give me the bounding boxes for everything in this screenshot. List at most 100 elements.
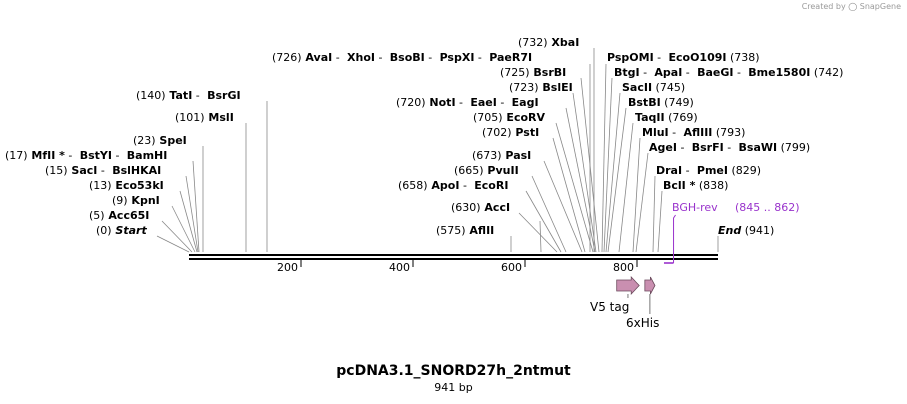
site-label-pasi: (673) PasI (472, 149, 531, 162)
enzyme-name: TatI (166, 89, 193, 102)
site-position: (17) (5, 149, 28, 162)
site-position: (723) (509, 81, 539, 94)
site-label-acc65i: (5) Acc65I (89, 209, 149, 222)
site-position: (15) (45, 164, 68, 177)
feature-track: V5 tag 6xHis (590, 275, 659, 330)
backbone-strand-top (189, 254, 718, 256)
site-label-noti: (720) NotI - EaeI - EagI (396, 96, 539, 109)
enzyme-name: Eco53kI (112, 179, 164, 192)
enzyme-name: EcoRI (470, 179, 508, 192)
primer-leader-line (673, 214, 676, 263)
leader-line (603, 77, 613, 253)
enzyme-name: PvuII (484, 164, 519, 177)
site-position: (673) (472, 149, 502, 162)
site-position: (838) (695, 179, 728, 192)
site-label-xbai: (732) XbaI (518, 36, 579, 49)
site-label-pspomi: PspOMI - EcoO109I (738) (607, 51, 760, 64)
site-label-kpni: (9) KpnI (112, 194, 160, 207)
site-label-pvuii: (665) PvuII (454, 164, 519, 177)
site-position: (738) (726, 51, 759, 64)
site-position: (941) (741, 224, 774, 237)
leader-line (657, 190, 663, 253)
tick-label-200: 200 (277, 261, 298, 274)
site-label-bsrbi: (725) BsrBI (500, 66, 566, 79)
site-label-ecorv: (705) EcoRV (473, 111, 545, 124)
enzyme-name: SpeI (156, 134, 187, 147)
leader-line (185, 175, 199, 253)
enzyme-name: BaeGI (693, 66, 733, 79)
site-label-drai: DraI - PmeI (829) (656, 164, 761, 177)
plasmid-name: pcDNA3.1_SNORD27h_2ntmut (336, 363, 571, 379)
enzyme-name: AccI (481, 201, 510, 214)
label-separator: - (425, 51, 436, 64)
plasmid-length: 941 bp (434, 381, 473, 394)
site-label-bslei: (723) BslEI (509, 81, 573, 94)
site-position: (742) (810, 66, 843, 79)
site-position: (726) (272, 51, 302, 64)
feature-label-v5-tag: V5 tag (590, 300, 629, 314)
enzyme-name: XhoI (343, 51, 375, 64)
primer-name: BGH-rev (672, 201, 718, 214)
site-position: (749) (661, 96, 694, 109)
label-separator: - (474, 51, 485, 64)
enzyme-name: SacII (622, 81, 652, 94)
leader-line (632, 137, 641, 253)
backbone-strand-bottom (189, 258, 718, 260)
leader-line (156, 235, 190, 253)
site-label-bcli: BclI * (838) (663, 179, 728, 192)
site-position: (799) (777, 141, 810, 154)
site-position: (705) (473, 111, 503, 124)
label-separator: - (332, 51, 343, 64)
site-position: (725) (500, 66, 530, 79)
feature-6xhis-arrow[interactable] (644, 276, 656, 295)
site-label-start: (0) Start (96, 224, 147, 237)
site-label-spei: (23) SpeI (133, 134, 187, 147)
label-separator: - (456, 96, 467, 109)
leader-line (555, 122, 594, 253)
site-position: (0) (96, 224, 112, 237)
site-position: (732) (518, 36, 548, 49)
enzyme-name: PstI (512, 126, 540, 139)
site-label-eco53ki: (13) Eco53kI (89, 179, 164, 192)
label-separator: - (682, 66, 693, 79)
leader-line (192, 160, 200, 253)
leader-line (552, 137, 586, 253)
label-separator: - (677, 141, 688, 154)
credit-brand: SnapGene (859, 2, 901, 11)
enzyme-name: MslI (205, 111, 234, 124)
enzyme-name: BslHKAI (108, 164, 161, 177)
enzyme-name: BsrFI (688, 141, 724, 154)
site-position: (101) (175, 111, 205, 124)
enzyme-name: NotI (426, 96, 456, 109)
label-separator: - (682, 164, 693, 177)
enzyme-name: BsrGI (203, 89, 240, 102)
sequence-end-label: End (718, 224, 741, 237)
leader-line (618, 122, 634, 253)
label-separator: - (640, 66, 651, 79)
tick-label-400: 400 (389, 261, 410, 274)
credit-prefix: Created by (801, 2, 846, 11)
leader-line (607, 107, 627, 253)
leader-line (171, 205, 196, 253)
enzyme-name: KpnI (128, 194, 160, 207)
primer-bgh-rev[interactable]: BGH-rev (845 .. 862) (663, 201, 800, 264)
site-position: (702) (482, 126, 512, 139)
enzyme-name: AflIII (680, 126, 713, 139)
site-position: (9) (112, 194, 128, 207)
label-separator: - (375, 51, 386, 64)
enzyme-name: EcoRV (503, 111, 546, 124)
site-position: (23) (133, 134, 156, 147)
leader-line (531, 175, 567, 253)
site-position: (793) (712, 126, 745, 139)
site-label-btgi: BtgI - ApaI - BaeGI - Bme1580I (742) (614, 66, 843, 79)
enzyme-name: PmeI (693, 164, 728, 177)
site-label-msli: (101) MslI (175, 111, 234, 124)
leader-line (179, 190, 198, 253)
feature-v5-tag-arrow[interactable] (616, 275, 640, 296)
leader-line (580, 77, 600, 253)
enzyme-name: BstYI (76, 149, 112, 162)
site-position: (829) (728, 164, 761, 177)
enzyme-name: SacI (68, 164, 98, 177)
enzyme-name: BtgI (614, 66, 640, 79)
leader-line (572, 92, 597, 253)
